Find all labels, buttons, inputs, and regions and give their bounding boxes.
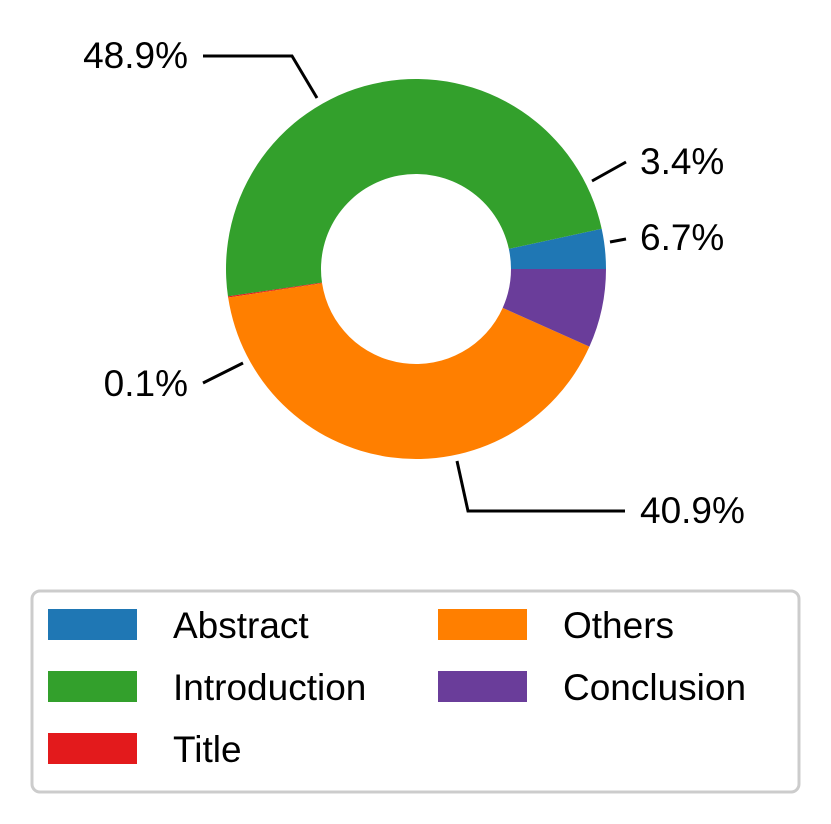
legend-swatch-conclusion <box>438 671 527 702</box>
slice-label-title: 0.1% <box>104 363 188 404</box>
legend-label-conclusion: Conclusion <box>563 667 746 708</box>
legend-swatch-others <box>438 609 527 640</box>
slice-label-others: 40.9% <box>640 490 745 531</box>
slice-title <box>227 282 323 298</box>
legend-swatch-abstract <box>48 609 137 640</box>
donut-slices <box>225 78 606 459</box>
leader-line-conclusion <box>609 237 627 244</box>
slice-others <box>228 283 590 459</box>
slice-labels: 3.4% 48.9% 0.1% 40.9% 6.7% <box>83 35 745 531</box>
legend-label-others: Others <box>563 605 674 646</box>
slice-label-introduction: 48.9% <box>83 35 188 76</box>
slice-abstract <box>508 228 606 269</box>
legend-frame <box>30 589 801 794</box>
leader-line-introduction <box>203 54 319 99</box>
legend-label-introduction: Introduction <box>173 667 366 708</box>
leader-line-abstract <box>591 160 627 183</box>
legend: Abstract Introduction Title Others Conclusio… <box>30 589 801 794</box>
legend-label-abstract: Abstract <box>173 605 309 646</box>
leader-line-others <box>455 460 625 513</box>
slice-conclusion <box>502 269 606 347</box>
legend-swatch-introduction <box>48 671 137 702</box>
legend-swatch-title <box>48 733 137 764</box>
legend-label-title: Title <box>173 729 242 770</box>
slice-introduction <box>225 78 602 297</box>
slice-label-abstract: 3.4% <box>640 141 724 182</box>
leader-line-title <box>202 361 244 385</box>
slice-label-conclusion: 6.7% <box>640 217 724 258</box>
